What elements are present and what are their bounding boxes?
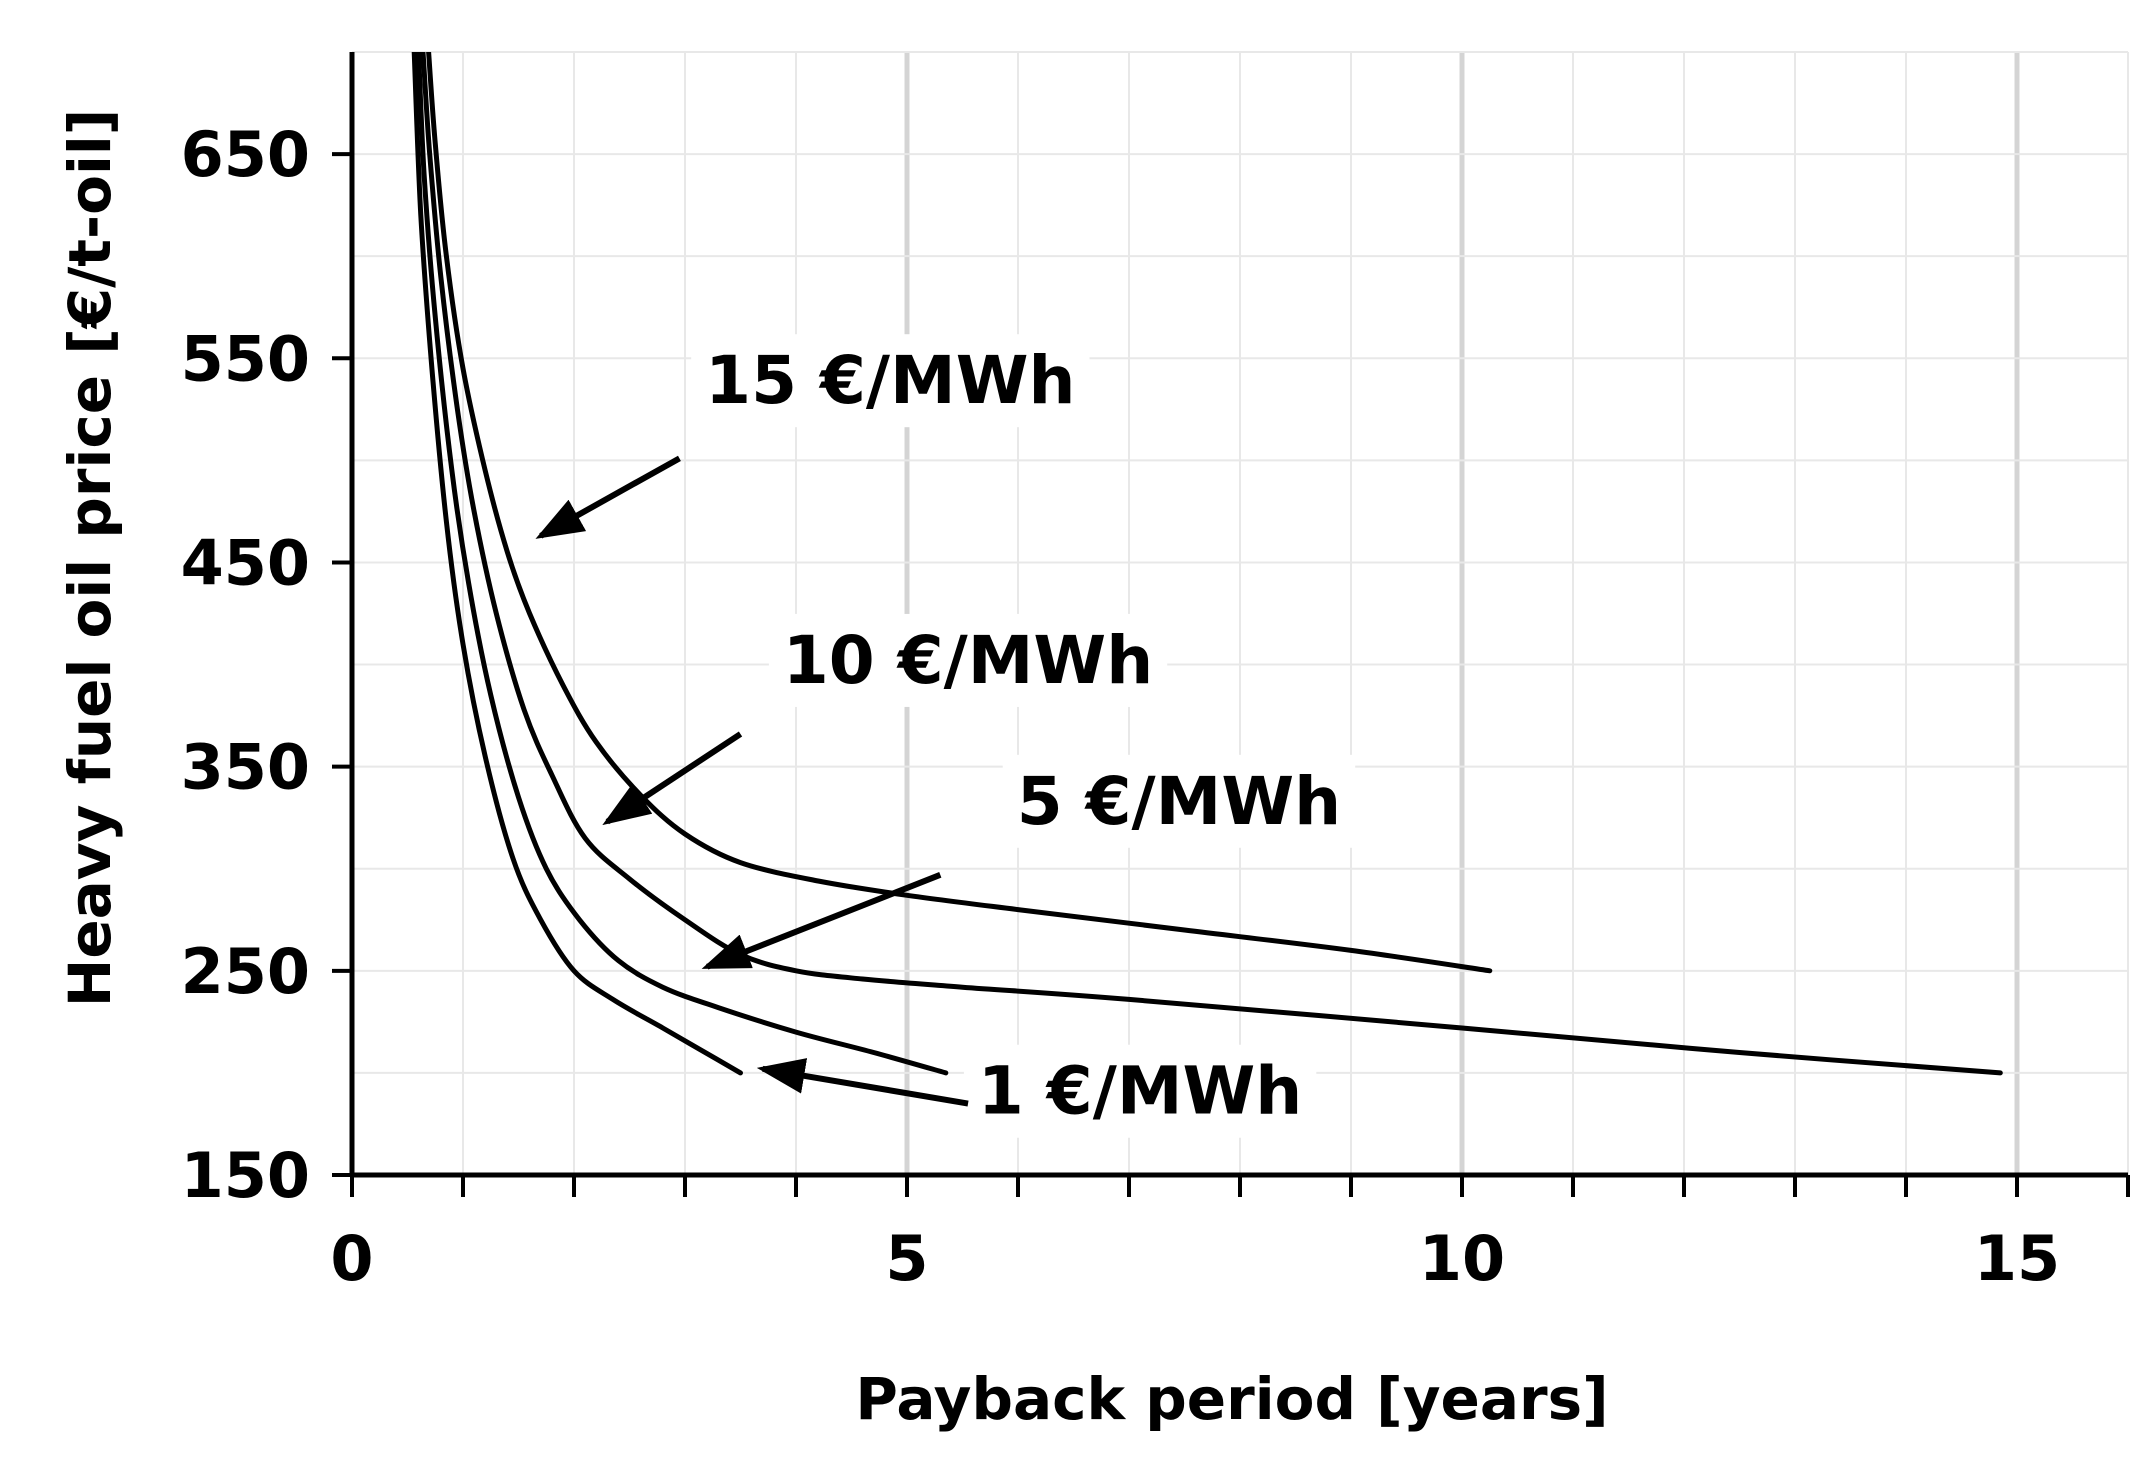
grid <box>352 51 2129 1175</box>
y-tick-label: 350 <box>181 731 310 804</box>
annotation-background <box>768 613 1168 707</box>
annotation-arrow <box>535 455 681 539</box>
annotation-arrow <box>701 872 942 970</box>
x-tick-label: 15 <box>1974 1222 2060 1295</box>
x-tick-label: 10 <box>1419 1222 1505 1295</box>
annotation-arrow <box>756 1058 969 1107</box>
series-line <box>416 52 949 1076</box>
x-tick-label: 0 <box>330 1222 373 1295</box>
x-axis-title: Payback period [years] <box>855 1365 1608 1433</box>
series-line <box>426 52 1493 974</box>
y-tick-label: 250 <box>181 935 310 1008</box>
series-annotation-label: 5 €/MWh <box>1017 763 1341 840</box>
series-line <box>411 52 743 1076</box>
y-tick-label: 650 <box>181 118 310 191</box>
series-lines <box>411 52 2003 1076</box>
x-tick-label: 5 <box>885 1222 928 1295</box>
y-tick-label: 550 <box>181 322 310 395</box>
series-line <box>420 52 2003 1076</box>
annotations: 15 €/MWh 10 €/MWh 5 €/MWh 1 €/MWh <box>535 334 1356 1138</box>
y-tick-label: 150 <box>181 1139 310 1212</box>
annotation-background <box>1002 754 1356 848</box>
annotation-arrow <box>602 731 743 826</box>
series-annotation-label: 10 €/MWh <box>783 622 1153 699</box>
y-axis-title: Heavy fuel oil price [€/t-oil] <box>56 109 124 1007</box>
axis-ticks: 0 5 10 15 150 250 350 450 550 650 <box>181 118 2130 1295</box>
series-annotation-label: 1 €/MWh <box>978 1053 1302 1130</box>
annotation-background <box>963 1044 1317 1138</box>
annotation-background <box>691 334 1090 428</box>
y-tick-label: 450 <box>181 526 310 599</box>
series-annotation-label: 15 €/MWh <box>705 342 1075 419</box>
